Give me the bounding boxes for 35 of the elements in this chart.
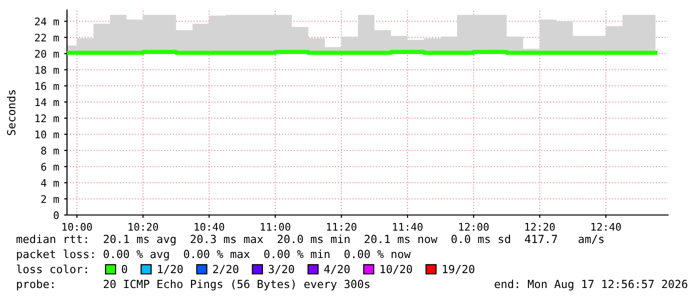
y-tick-label: 24 m [35,18,59,26]
x-tick-label: 12:20 [525,222,555,231]
legend-label: 0 [122,264,128,274]
legend-label: 3/20 [268,264,294,274]
legend-title: loss color: [16,264,87,274]
y-tick-label: 2 m [41,195,59,203]
y-tick-label: 22 m [35,34,59,42]
x-tick-label: 10:00 [62,222,92,231]
legend-label: 19/20 [442,264,474,274]
x-tick-label: 12:00 [459,222,489,231]
y-tick-label: 18 m [36,66,59,74]
y-tick-label: 4 m [41,179,59,187]
text: packet loss: 0.00 % avg 0.00 % max 0.00 % min 0.00 % now [17,250,411,260]
legend-label: 4/20 [324,264,350,274]
x-tick-label: 11:00 [260,222,290,231]
legend-label: 1/20 [158,264,183,274]
x-tick-label: 11:40 [393,222,423,231]
y-tick-label: 14 m [36,98,59,106]
y-tick-label: 16 m [36,82,59,90]
y-tick-label: 6 m [41,162,59,171]
legend-label: 10/20 [380,264,412,274]
y-tick-label: 10 m [36,130,59,138]
y-tick-label: 20 m [35,50,59,58]
legend-label: 2/20 [213,264,238,274]
x-tick-label: 10:20 [128,222,158,231]
text: end: Mon Aug 17 12:56:57 2026 [494,280,688,290]
x-tick-label: 10:40 [194,222,224,231]
y-tick-label: 12 m [36,114,59,122]
x-tick-label: 12:40 [591,222,621,231]
text: probe: 20 ICMP Echo Pings (56 Bytes) every 300s [17,280,370,290]
x-tick-label: 11:20 [326,222,356,231]
y-axis-title: Seconds [6,90,16,136]
text: median rtt: 20.1 ms avg 20.3 ms max 20.0 ms min 20.1 ms now 0.0 ms sd 417.7 am/s [16,234,604,246]
y-tick-label: 0 [54,211,59,220]
y-tick-label: 8 m [41,146,59,155]
